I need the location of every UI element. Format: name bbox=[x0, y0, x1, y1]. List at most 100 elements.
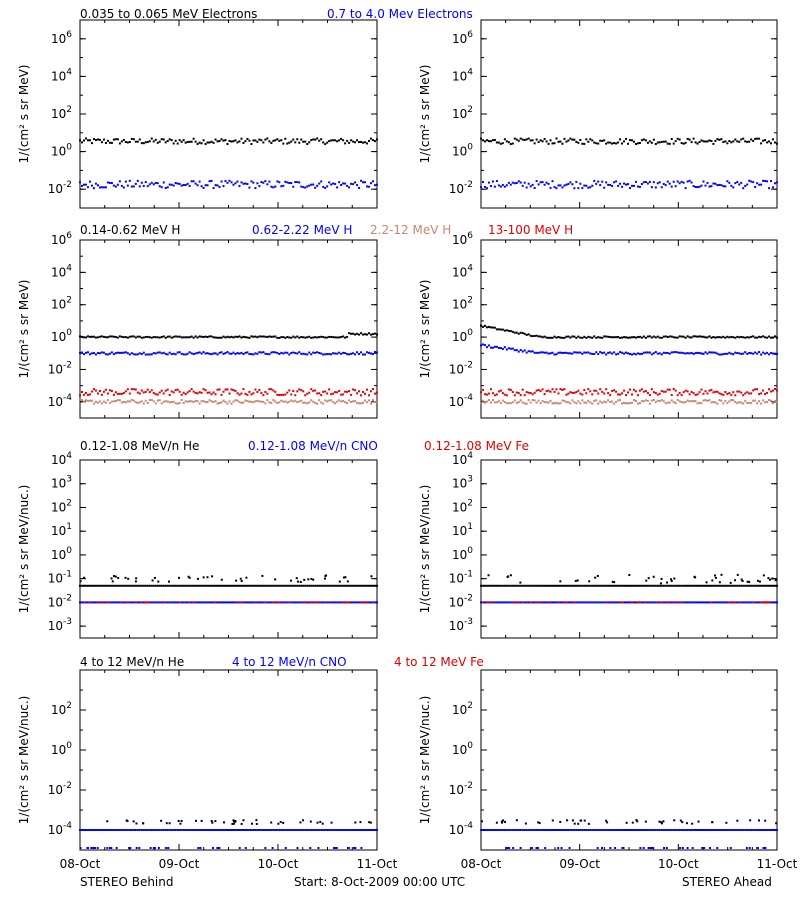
data-point bbox=[312, 584, 315, 587]
data-point bbox=[370, 829, 373, 831]
data-point bbox=[481, 388, 484, 391]
data-point bbox=[216, 388, 219, 391]
data-point bbox=[485, 400, 488, 403]
data-point bbox=[174, 389, 177, 392]
data-point bbox=[372, 139, 375, 142]
data-point bbox=[720, 399, 723, 402]
data-point bbox=[252, 139, 255, 142]
data-point bbox=[668, 142, 671, 145]
data-point bbox=[702, 601, 705, 604]
x-tick-label: 10-Oct bbox=[258, 857, 299, 871]
data-point bbox=[529, 601, 532, 604]
data-point bbox=[144, 181, 147, 184]
data-point bbox=[648, 394, 651, 397]
data-point bbox=[597, 336, 600, 339]
data-point bbox=[230, 352, 233, 355]
data-point bbox=[710, 584, 713, 587]
data-point bbox=[198, 402, 201, 405]
data-point bbox=[657, 601, 660, 604]
data-point bbox=[497, 829, 500, 831]
data-point bbox=[218, 601, 221, 604]
data-point bbox=[178, 576, 181, 579]
data-point bbox=[214, 584, 217, 587]
data-point bbox=[650, 353, 653, 356]
data-point bbox=[527, 391, 530, 394]
data-point bbox=[517, 601, 520, 604]
series-blue-2 bbox=[505, 847, 767, 849]
data-point bbox=[718, 584, 721, 587]
data-point bbox=[545, 390, 548, 393]
data-point bbox=[231, 822, 234, 825]
data-point bbox=[493, 394, 496, 397]
data-point bbox=[222, 390, 225, 393]
data-point bbox=[628, 139, 631, 142]
data-point bbox=[658, 352, 661, 355]
y-tick-label: 100 bbox=[51, 143, 72, 159]
data-point bbox=[525, 584, 528, 587]
data-point bbox=[308, 141, 311, 144]
data-point bbox=[208, 352, 211, 355]
data-point bbox=[168, 822, 171, 825]
data-point bbox=[346, 390, 349, 393]
data-point bbox=[98, 335, 101, 338]
data-point bbox=[196, 351, 199, 354]
data-point bbox=[248, 353, 251, 356]
data-point bbox=[609, 141, 612, 144]
data-point bbox=[495, 401, 498, 404]
data-point bbox=[374, 401, 377, 404]
data-point bbox=[240, 181, 243, 184]
data-point bbox=[360, 402, 363, 405]
data-point bbox=[334, 139, 337, 142]
data-point bbox=[240, 822, 243, 825]
data-point bbox=[139, 601, 142, 604]
data-point bbox=[122, 601, 125, 604]
data-point bbox=[575, 601, 578, 604]
data-point bbox=[178, 601, 181, 604]
data-point bbox=[187, 575, 190, 578]
data-point bbox=[700, 352, 703, 355]
data-point bbox=[150, 336, 153, 339]
data-point bbox=[142, 336, 145, 339]
series-black-0 bbox=[480, 584, 778, 587]
data-point bbox=[597, 180, 600, 183]
data-point bbox=[760, 584, 763, 587]
data-point bbox=[152, 352, 155, 355]
y-tick-label: 10-1 bbox=[449, 570, 473, 586]
data-point bbox=[338, 584, 341, 587]
data-point bbox=[605, 584, 608, 587]
data-point bbox=[332, 829, 335, 831]
data-point bbox=[609, 394, 612, 397]
data-point bbox=[302, 186, 305, 189]
y-tick-label: 104 bbox=[452, 67, 473, 83]
y-tick-label: 102 bbox=[452, 296, 473, 312]
data-point bbox=[533, 351, 536, 354]
data-point bbox=[374, 829, 377, 831]
data-point bbox=[625, 584, 628, 587]
data-point bbox=[533, 584, 536, 587]
data-point bbox=[144, 399, 147, 402]
data-point bbox=[571, 399, 574, 402]
data-point bbox=[286, 584, 289, 587]
data-point bbox=[328, 181, 331, 184]
data-point bbox=[218, 847, 221, 849]
data-point bbox=[686, 399, 689, 402]
data-point bbox=[690, 336, 693, 339]
data-point bbox=[344, 336, 347, 339]
data-point bbox=[565, 335, 568, 338]
data-point bbox=[120, 184, 123, 187]
data-point bbox=[724, 391, 727, 394]
data-point bbox=[666, 352, 669, 355]
data-point bbox=[376, 401, 378, 404]
data-point bbox=[314, 584, 317, 587]
data-point bbox=[660, 336, 663, 339]
data-point bbox=[587, 335, 590, 338]
data-point bbox=[84, 829, 87, 831]
data-point bbox=[708, 829, 711, 831]
data-point bbox=[94, 400, 97, 403]
data-point bbox=[118, 351, 121, 354]
data-point bbox=[673, 819, 676, 822]
data-point bbox=[583, 829, 586, 831]
data-point bbox=[128, 584, 131, 587]
data-point bbox=[320, 335, 323, 338]
